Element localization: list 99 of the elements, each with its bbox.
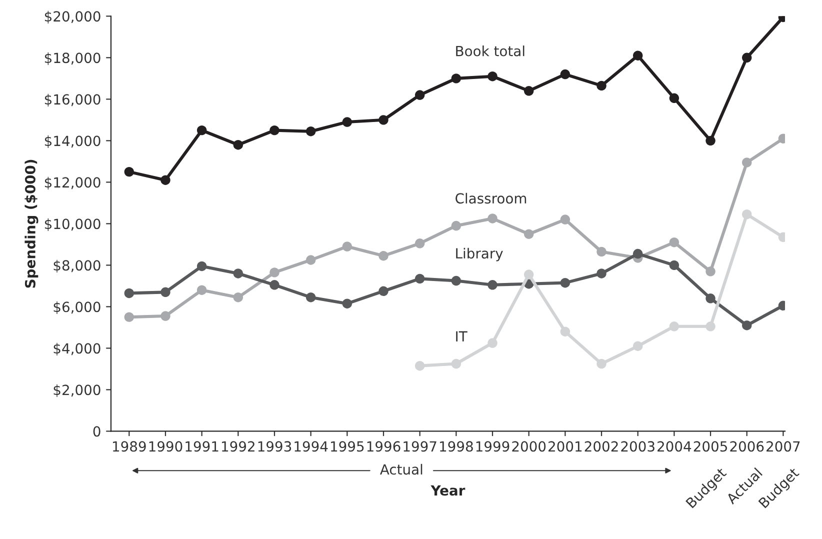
point [451, 220, 462, 231]
x-tick-label: 1996 [367, 441, 400, 452]
point [342, 117, 352, 127]
point [414, 274, 425, 284]
point [414, 238, 425, 248]
point [524, 229, 534, 239]
point [378, 286, 388, 296]
point [233, 268, 244, 278]
point [669, 238, 680, 248]
point [742, 320, 752, 330]
point [306, 292, 316, 302]
point [160, 175, 170, 185]
series-label: Book total [456, 46, 524, 56]
point [270, 125, 280, 136]
y-tick-label: $8,000 [54, 260, 100, 273]
point [160, 311, 170, 321]
point [488, 214, 498, 224]
point [488, 71, 498, 82]
x-tick-label: 2005 [694, 441, 727, 452]
point [632, 341, 643, 351]
point [560, 214, 570, 224]
point [742, 209, 752, 220]
y-tick-label: $4,000 [54, 342, 100, 356]
point [669, 322, 680, 332]
point [160, 287, 170, 298]
point [451, 74, 462, 84]
x-tick-label: 2002 [584, 441, 618, 452]
point [488, 280, 498, 290]
x-tick-label: 1997 [404, 441, 436, 452]
x-tick-label: 1989 [112, 441, 146, 452]
point [270, 268, 280, 278]
x-tick-label: 2003 [621, 441, 654, 452]
series-label: Classroom [456, 192, 526, 204]
point [560, 278, 570, 288]
x-tick-label: 1992 [222, 441, 254, 452]
x-tick-label: 1995 [331, 441, 364, 452]
point [196, 261, 207, 272]
point [596, 246, 606, 257]
point [742, 52, 752, 63]
point [706, 294, 716, 304]
point [196, 285, 207, 295]
x-tick-label: 1998 [440, 441, 473, 452]
point [706, 266, 716, 276]
series-label: IT [456, 331, 468, 342]
point [378, 250, 388, 261]
point [560, 326, 570, 336]
y-tick-label: $18,000 [44, 52, 100, 65]
point [742, 158, 752, 168]
point [414, 360, 425, 371]
point [306, 126, 316, 136]
point [524, 86, 534, 96]
point [706, 322, 716, 332]
x-tick-label: 2006 [730, 441, 764, 452]
text: Actual [380, 464, 422, 475]
series-label: Library [456, 248, 503, 262]
point [233, 140, 244, 150]
point [306, 255, 316, 265]
x-tick-label: 1990 [149, 441, 182, 452]
point [342, 298, 352, 308]
point [451, 358, 462, 369]
y-tick-label: $6,000 [54, 301, 100, 314]
x-tick-label: 1994 [294, 441, 328, 452]
point [706, 136, 716, 146]
point [560, 69, 570, 80]
point [124, 288, 134, 298]
x-tick-label: 1991 [186, 441, 218, 452]
point [632, 50, 643, 60]
point [596, 268, 606, 278]
point [632, 248, 643, 259]
point [270, 280, 280, 290]
y-tick-label: $14,000 [44, 135, 100, 148]
point [451, 276, 462, 286]
point [233, 292, 244, 302]
y-axis-title: Spending ($000) [24, 160, 38, 288]
point [124, 312, 134, 322]
point [342, 242, 352, 252]
x-tick-label: 2000 [512, 441, 546, 452]
point [124, 166, 134, 177]
y-tick-label: $16,000 [44, 94, 100, 106]
x-axis-title: Year [430, 485, 466, 496]
x-tick-label: 2004 [658, 441, 692, 452]
point [414, 90, 425, 100]
x-tick-label: 2007 [766, 441, 800, 452]
point [669, 93, 680, 103]
y-tick-label: $20,000 [44, 10, 100, 24]
x-tick-label: 1993 [258, 441, 292, 452]
x-tick-label: 1999 [476, 441, 510, 452]
point [196, 125, 207, 136]
x-tick-label: 2001 [548, 441, 582, 452]
y-tick-label: $2,000 [54, 384, 100, 398]
point [524, 270, 534, 280]
point [488, 338, 498, 348]
y-tick-label: $12,000 [44, 176, 100, 190]
point [669, 260, 680, 270]
y-tick-label: 0 [93, 426, 100, 437]
y-tick-label: $10,000 [44, 218, 100, 232]
point [596, 358, 606, 369]
point [596, 80, 606, 91]
point [378, 115, 388, 125]
